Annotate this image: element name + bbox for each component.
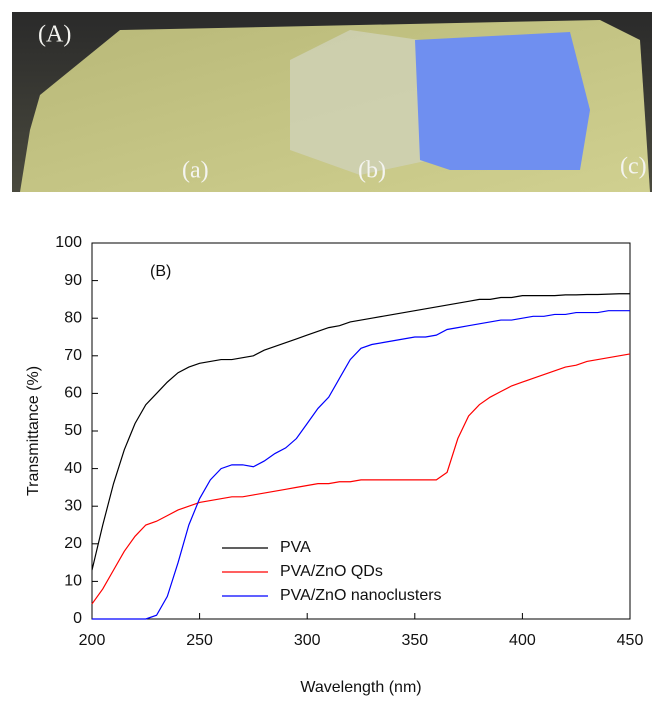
x-axis-label: Wavelength (nm) (300, 679, 421, 696)
x-tick-label: 400 (509, 632, 536, 649)
series-line (91, 293, 630, 571)
y-tick-label: 70 (64, 347, 82, 364)
x-tick-label: 450 (617, 632, 644, 649)
y-tick-label: 40 (64, 460, 82, 477)
y-tick-label: 0 (73, 610, 82, 627)
x-tick-label: 250 (186, 632, 213, 649)
y-tick-label: 30 (64, 497, 82, 514)
y-tick-label: 50 (64, 422, 82, 439)
photo-label: (A) (38, 22, 71, 48)
x-tick-label: 300 (294, 632, 321, 649)
sample-label: (b) (358, 158, 386, 184)
legend-label: PVA/ZnO nanoclusters (280, 587, 442, 604)
film-c (415, 32, 590, 170)
x-tick-label: 200 (79, 632, 106, 649)
photo: (A) (a) (b) (c) (12, 12, 652, 192)
film-b (290, 30, 430, 175)
sample-label: (a) (182, 158, 209, 184)
y-tick-label: 90 (64, 272, 82, 289)
annotation: (B) (150, 263, 171, 280)
y-axis-label: Transmittance (%) (25, 366, 42, 496)
y-tick-label: 80 (64, 309, 82, 326)
y-tick-label: 10 (64, 573, 82, 590)
x-tick-label: 350 (401, 632, 428, 649)
legend-label: PVA/ZnO QDs (280, 563, 383, 580)
sample-label: (c) (620, 154, 647, 180)
y-tick-label: 20 (64, 535, 82, 552)
y-tick-label: 100 (55, 234, 82, 251)
series-line (92, 310, 630, 620)
legend-label: PVA (280, 539, 311, 556)
series-line (91, 353, 631, 605)
y-tick-label: 60 (64, 385, 82, 402)
